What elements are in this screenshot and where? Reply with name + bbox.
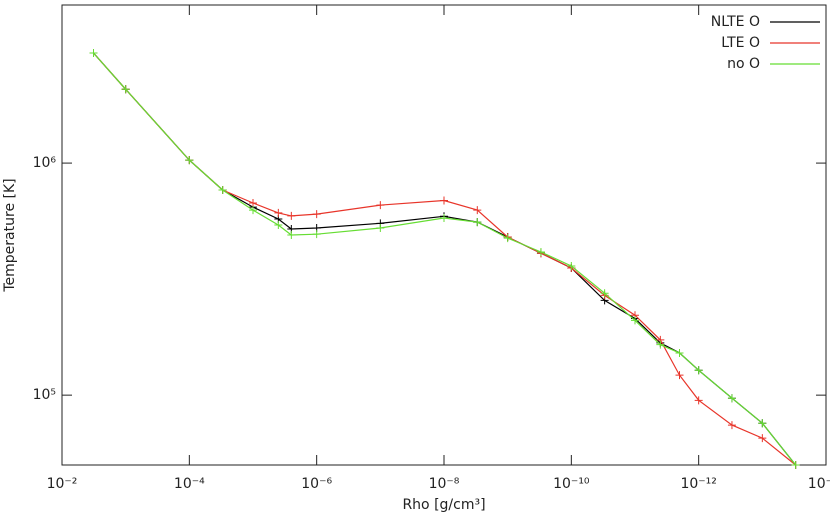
point-marker: [473, 206, 482, 215]
point-marker: [249, 198, 257, 207]
point-marker: [727, 394, 736, 403]
point-marker: [675, 371, 684, 380]
point-marker: [440, 196, 448, 205]
point-marker: [758, 434, 767, 443]
point-marker: [656, 340, 665, 349]
point-marker: [287, 230, 296, 239]
y-tick-label: 10⁶: [33, 155, 57, 171]
point-marker: [694, 396, 703, 405]
x-axis-label: Rho [g/cm³]: [402, 497, 485, 513]
point-marker: [503, 234, 512, 243]
point-marker: [89, 49, 98, 58]
point-marker: [694, 366, 703, 375]
point-marker: [758, 419, 767, 428]
legend-label: LTE O: [721, 35, 760, 51]
point-marker: [727, 421, 736, 430]
legend-label: NLTE O: [711, 14, 760, 30]
point-marker: [274, 208, 283, 217]
x-tick-label: 10⁻¹²: [680, 476, 716, 492]
point-marker: [376, 201, 385, 210]
point-marker: [376, 224, 385, 233]
point-marker: [274, 221, 283, 229]
point-marker: [249, 206, 257, 215]
x-tick-label: 10⁻²: [47, 476, 78, 492]
y-tick-label: 10⁵: [33, 387, 56, 403]
point-marker: [312, 210, 321, 219]
plot-frame: [61, 4, 827, 466]
x-tick-label: 10⁻¹⁴: [808, 476, 830, 492]
point-marker: [675, 348, 684, 357]
series-line: [93, 52, 797, 466]
point-marker: [218, 185, 227, 194]
point-marker: [312, 230, 321, 239]
y-axis-label: Temperature [K]: [2, 178, 18, 292]
point-marker: [536, 247, 545, 256]
x-tick-label: 10⁻⁶: [301, 476, 332, 492]
point-marker: [791, 461, 800, 469]
point-marker: [287, 211, 296, 220]
x-tick-label: 10⁻¹⁰: [553, 476, 590, 492]
point-marker: [600, 289, 609, 298]
point-marker: [440, 213, 448, 222]
point-marker: [567, 262, 576, 271]
series-line: [93, 52, 797, 466]
x-tick-label: 10⁻⁸: [429, 476, 460, 492]
point-marker: [185, 156, 194, 165]
point-marker: [631, 316, 639, 325]
point-marker: [121, 85, 130, 94]
point-marker: [473, 218, 482, 227]
series-line: [93, 52, 796, 466]
x-tick-label: 10⁻⁴: [174, 476, 205, 492]
legend-label: no O: [727, 56, 760, 72]
